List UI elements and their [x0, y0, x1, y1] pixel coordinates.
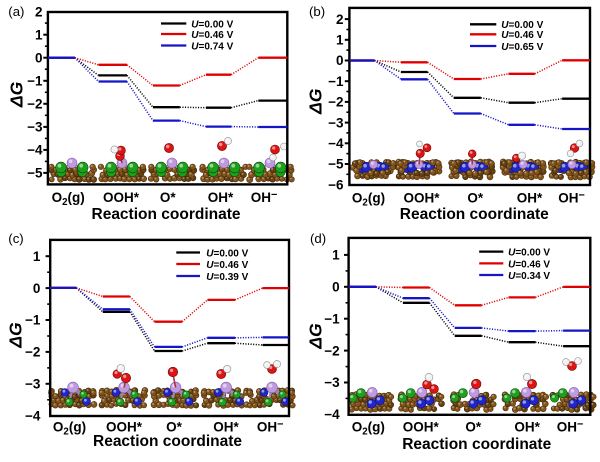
svg-text:1: 1: [33, 249, 41, 264]
svg-text:U=0.46 V: U=0.46 V: [508, 259, 550, 270]
svg-text:(a): (a): [8, 4, 24, 19]
svg-text:Reaction coordinate: Reaction coordinate: [92, 206, 241, 223]
svg-text:Reaction coordinate: Reaction coordinate: [402, 436, 551, 453]
svg-text:1: 1: [332, 248, 340, 263]
svg-text:ΔG: ΔG: [6, 322, 26, 349]
svg-text:Reaction coordinate: Reaction coordinate: [93, 433, 242, 450]
svg-text:−1: −1: [328, 74, 344, 89]
svg-text:OH*: OH*: [208, 190, 234, 205]
svg-text:−1: −1: [27, 73, 43, 88]
svg-text:2: 2: [336, 12, 344, 27]
svg-text:O*: O*: [467, 190, 484, 205]
svg-text:OOH*: OOH*: [403, 190, 440, 205]
svg-text:O*: O*: [465, 419, 482, 434]
svg-text:1: 1: [35, 27, 43, 42]
svg-text:ΔG: ΔG: [306, 88, 326, 115]
svg-text:U=0.00 V: U=0.00 V: [508, 248, 550, 259]
svg-text:1: 1: [336, 33, 344, 48]
svg-text:ΔG: ΔG: [7, 81, 27, 108]
svg-text:−2: −2: [25, 345, 40, 360]
svg-text:0: 0: [332, 280, 340, 295]
svg-text:OH*: OH*: [514, 419, 540, 434]
svg-text:(b): (b): [309, 4, 325, 19]
svg-text:−5: −5: [328, 157, 344, 172]
svg-text:ΔG: ΔG: [306, 323, 326, 350]
svg-text:Reaction coordinate: Reaction coordinate: [400, 206, 549, 223]
svg-text:−4: −4: [324, 407, 340, 422]
svg-text:OH*: OH*: [517, 190, 543, 205]
svg-text:2: 2: [35, 4, 43, 19]
svg-text:U=0.46 V: U=0.46 V: [501, 30, 543, 41]
svg-text:−2: −2: [328, 95, 343, 110]
svg-text:−4: −4: [25, 408, 41, 423]
svg-text:U=0.46 V: U=0.46 V: [191, 30, 233, 41]
svg-text:−2: −2: [27, 97, 42, 112]
svg-text:−6: −6: [328, 177, 344, 192]
svg-text:U=0.74 V: U=0.74 V: [191, 41, 233, 52]
svg-text:OOH*: OOH*: [103, 190, 140, 205]
svg-text:−2: −2: [324, 343, 339, 358]
svg-text:OOH*: OOH*: [403, 419, 440, 434]
svg-text:0: 0: [35, 50, 43, 65]
svg-text:U=0.34 V: U=0.34 V: [508, 271, 550, 282]
svg-text:U=0.00 V: U=0.00 V: [191, 19, 233, 30]
svg-text:−3: −3: [25, 377, 41, 392]
svg-text:(c): (c): [8, 231, 23, 246]
svg-text:−1: −1: [324, 311, 340, 326]
svg-text:−3: −3: [27, 120, 43, 135]
svg-text:−3: −3: [324, 375, 340, 390]
svg-text:U=0.46 V: U=0.46 V: [206, 260, 248, 271]
svg-text:U=0.39 V: U=0.39 V: [206, 272, 248, 283]
svg-text:−3: −3: [328, 115, 344, 130]
svg-text:−4: −4: [27, 143, 43, 158]
svg-text:0: 0: [33, 281, 41, 296]
svg-text:−1: −1: [25, 313, 41, 328]
svg-text:−4: −4: [328, 136, 344, 151]
svg-text:U=0.00 V: U=0.00 V: [206, 248, 248, 259]
svg-text:(d): (d): [310, 231, 326, 246]
svg-text:0: 0: [336, 53, 344, 68]
svg-text:−5: −5: [27, 166, 43, 181]
svg-text:O*: O*: [160, 190, 177, 205]
svg-text:U=0.65 V: U=0.65 V: [501, 42, 543, 53]
